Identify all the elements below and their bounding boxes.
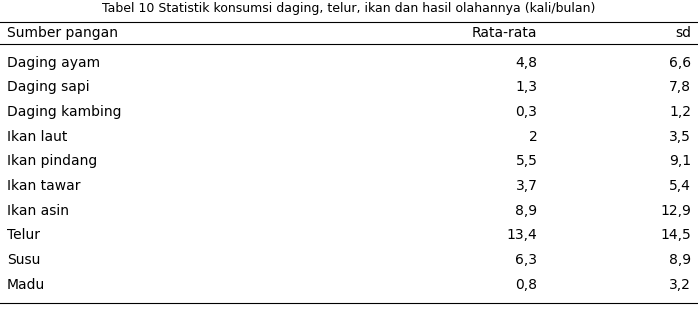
Text: Telur: Telur — [7, 228, 40, 242]
Text: Ikan asin: Ikan asin — [7, 204, 69, 218]
Text: 9,1: 9,1 — [669, 154, 691, 168]
Text: 8,9: 8,9 — [515, 204, 537, 218]
Text: 0,8: 0,8 — [515, 278, 537, 292]
Text: 1,2: 1,2 — [669, 105, 691, 119]
Text: 6,3: 6,3 — [515, 253, 537, 267]
Text: 3,2: 3,2 — [669, 278, 691, 292]
Text: Ikan laut: Ikan laut — [7, 130, 67, 144]
Text: 0,3: 0,3 — [516, 105, 537, 119]
Text: Ikan pindang: Ikan pindang — [7, 154, 97, 168]
Text: 7,8: 7,8 — [669, 80, 691, 94]
Text: Daging sapi: Daging sapi — [7, 80, 89, 94]
Text: 12,9: 12,9 — [660, 204, 691, 218]
Text: Rata-rata: Rata-rata — [472, 25, 537, 40]
Text: 5,4: 5,4 — [669, 179, 691, 193]
Text: 14,5: 14,5 — [660, 228, 691, 242]
Text: 5,5: 5,5 — [516, 154, 537, 168]
Text: 3,7: 3,7 — [516, 179, 537, 193]
Text: 6,6: 6,6 — [669, 55, 691, 69]
Text: sd: sd — [675, 25, 691, 40]
Text: Ikan tawar: Ikan tawar — [7, 179, 80, 193]
Text: Susu: Susu — [7, 253, 40, 267]
Text: Daging kambing: Daging kambing — [7, 105, 121, 119]
Text: 1,3: 1,3 — [515, 80, 537, 94]
Text: 4,8: 4,8 — [515, 55, 537, 69]
Text: 8,9: 8,9 — [669, 253, 691, 267]
Text: Daging ayam: Daging ayam — [7, 55, 100, 69]
Text: Madu: Madu — [7, 278, 45, 292]
Text: 13,4: 13,4 — [507, 228, 537, 242]
Text: 2: 2 — [528, 130, 537, 144]
Text: 3,5: 3,5 — [669, 130, 691, 144]
Text: Tabel 10 Statistik konsumsi daging, telur, ikan dan hasil olahannya (kali/bulan): Tabel 10 Statistik konsumsi daging, telu… — [103, 2, 595, 15]
Text: Sumber pangan: Sumber pangan — [7, 25, 118, 40]
